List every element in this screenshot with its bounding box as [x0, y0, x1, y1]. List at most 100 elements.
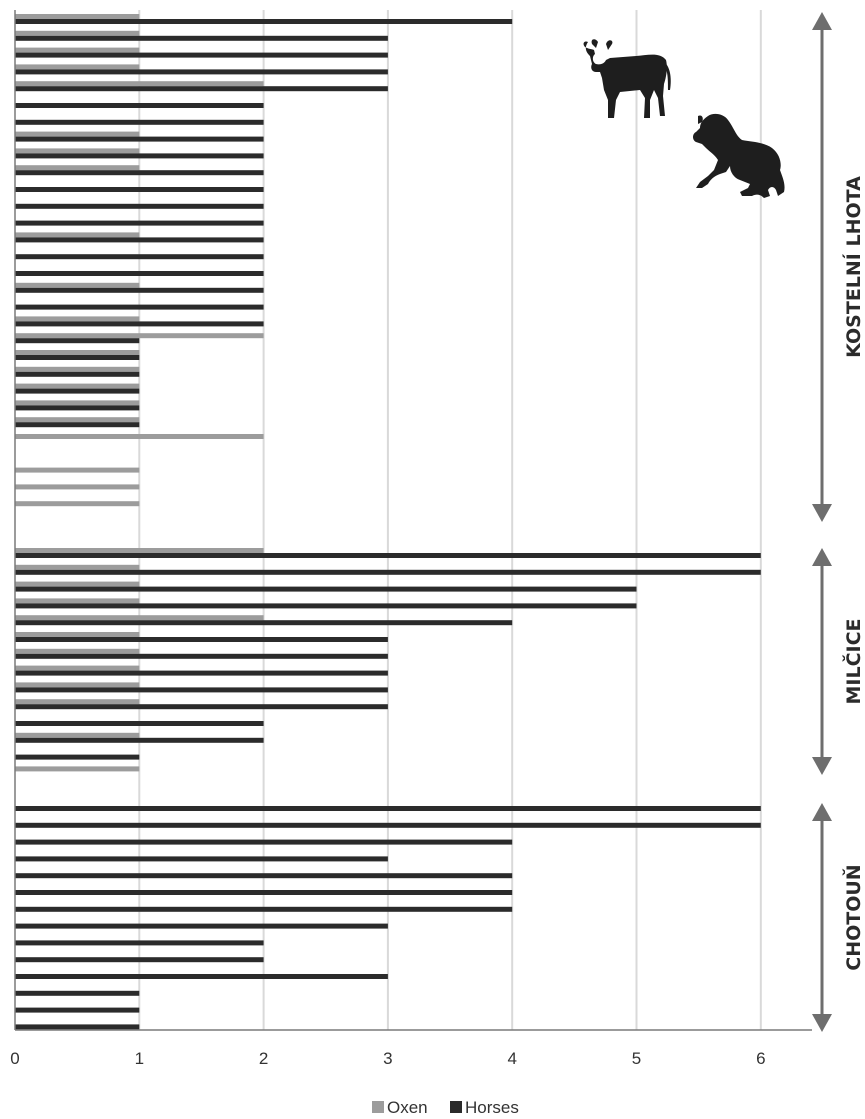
horses-bar	[15, 940, 264, 946]
horses-bar	[15, 237, 264, 243]
horses-bar	[15, 873, 513, 879]
horses-bar	[15, 187, 264, 192]
horse-silhouette-icon	[693, 113, 785, 198]
arrow-down-icon	[812, 1014, 832, 1032]
group-brackets: KOSTELNÍ LHOTA MILČICE CHOTOUŇ	[812, 12, 865, 1032]
oxen-bar	[15, 333, 264, 339]
horses-bar	[15, 371, 140, 377]
horses-bar	[15, 19, 513, 24]
oxen-bar	[15, 81, 264, 87]
oxen-bar	[15, 699, 140, 705]
horses-bar	[15, 620, 513, 626]
horses-bar	[15, 153, 264, 159]
x-tick-label: 0	[10, 1049, 19, 1068]
horses-bar	[15, 103, 264, 108]
horses-bar	[15, 687, 388, 693]
oxen-bar	[15, 648, 140, 654]
oxen-bar	[15, 766, 140, 772]
arrow-up-icon	[812, 548, 832, 566]
horses-bar	[15, 119, 264, 125]
x-tick-label: 3	[383, 1049, 392, 1068]
oxen-bar	[15, 64, 140, 70]
oxen-bar	[15, 598, 140, 604]
horses-bar	[15, 974, 388, 979]
horses-bar	[15, 890, 513, 895]
horses-bar	[15, 422, 140, 428]
horses-bar	[15, 1024, 140, 1030]
horses-bar	[15, 603, 637, 609]
horses-bar	[15, 287, 264, 293]
horses-bar	[15, 170, 264, 176]
oxen-bar	[15, 350, 140, 355]
horses-bar	[15, 136, 264, 142]
horses-bar	[15, 822, 761, 828]
horses-bar	[15, 670, 388, 676]
legend-label: Oxen	[387, 1098, 428, 1117]
horses-bar	[15, 923, 388, 929]
oxen-bar	[15, 366, 140, 372]
legend-label: Horses	[465, 1098, 519, 1117]
horses-bar	[15, 52, 388, 58]
oxen-bar	[15, 165, 140, 171]
oxen-bar	[15, 467, 140, 473]
horses-bar	[15, 906, 513, 912]
x-tick-label: 1	[135, 1049, 144, 1068]
horses-bar	[15, 304, 264, 310]
horses-bar	[15, 338, 140, 344]
horses-bar	[15, 271, 264, 276]
oxen-bar	[15, 484, 140, 490]
horses-bar	[15, 754, 140, 760]
oxen-bar	[15, 732, 140, 738]
horses-bar	[15, 704, 388, 710]
horses-bar	[15, 957, 264, 963]
horses-bar	[15, 355, 140, 360]
horses-bar	[15, 737, 264, 743]
horses-bar	[15, 405, 140, 411]
horses-bar	[15, 203, 264, 209]
horses-bar	[15, 69, 388, 75]
x-tick-label: 5	[632, 1049, 641, 1068]
oxen-bar	[15, 434, 264, 439]
arrow-up-icon	[812, 12, 832, 30]
horses-bar	[15, 254, 264, 260]
x-tick-label: 2	[259, 1049, 268, 1068]
arrow-down-icon	[812, 504, 832, 522]
group-label: CHOTOUŇ	[842, 864, 865, 970]
oxen-bar	[15, 383, 140, 389]
horses-bar	[15, 388, 140, 394]
oxen-bar	[15, 316, 140, 322]
horses-bar	[15, 839, 513, 845]
group-label: MILČICE	[841, 618, 865, 704]
oxen-bar	[15, 615, 264, 621]
horses-bar	[15, 586, 637, 592]
oxen-bar	[15, 564, 140, 570]
x-tick-labels: 0 1 2 3 4 5 6	[10, 1049, 765, 1068]
oxen-bar	[15, 30, 140, 36]
oxen-bar	[15, 131, 140, 137]
oxen-bar	[15, 581, 140, 587]
horses-bar	[15, 569, 761, 575]
legend-swatch	[450, 1101, 462, 1113]
oxen-bar	[15, 665, 140, 671]
oxen-bar	[15, 400, 140, 406]
oxen-bar	[15, 501, 140, 507]
oxen-bar	[15, 282, 140, 288]
horses-bar	[15, 321, 264, 327]
horses-bar	[15, 653, 388, 659]
legend-swatch	[372, 1101, 384, 1113]
axes	[14, 10, 812, 1031]
horses-bar	[15, 220, 264, 226]
ox-silhouette-icon	[583, 39, 671, 118]
arrow-up-icon	[812, 803, 832, 821]
oxen-bar	[15, 47, 140, 53]
oxen-bar	[15, 417, 140, 423]
horses-bar	[15, 553, 761, 558]
oxen-bar	[15, 682, 140, 688]
arrow-down-icon	[812, 757, 832, 775]
group-label: KOSTELNÍ LHOTA	[842, 176, 865, 358]
legend: Oxen Horses	[372, 1098, 519, 1117]
horses-bar	[15, 806, 761, 811]
bars	[15, 14, 761, 1030]
